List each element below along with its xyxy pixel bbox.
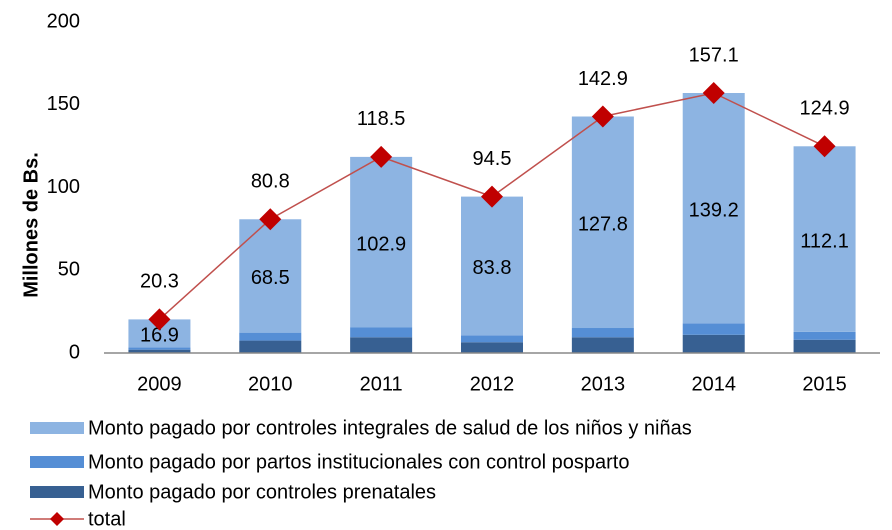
- bar-segment: [461, 335, 523, 343]
- legend-swatch: [30, 422, 84, 434]
- y-axis-label: Millones de Bs.: [20, 152, 42, 298]
- bar-segment: [350, 337, 413, 353]
- legend-marker: [50, 512, 64, 526]
- data-label: 112.1: [800, 230, 849, 252]
- bar-segment: [128, 347, 191, 350]
- total-marker: [259, 208, 282, 231]
- data-label: 139.2: [689, 199, 739, 221]
- x-tick-label: 2015: [802, 373, 847, 395]
- x-tick-label: 2009: [137, 373, 182, 395]
- data-label: 20.3: [140, 271, 179, 293]
- bar-segment: [793, 331, 856, 340]
- bar-segment: [682, 92, 745, 324]
- data-label: 94.5: [473, 148, 512, 170]
- data-label: 127.8: [578, 214, 628, 236]
- legend-swatch: [30, 486, 84, 498]
- legend-label: total: [88, 508, 126, 530]
- total-marker: [813, 135, 836, 158]
- total-marker: [370, 145, 393, 168]
- x-tick-label: 2013: [581, 373, 626, 395]
- bar-segment: [571, 337, 634, 353]
- legend-label: Monto pagado por controles prenatales: [88, 481, 436, 503]
- y-tick-label: 100: [47, 176, 80, 198]
- bar-segment: [239, 332, 302, 341]
- bar-segment: [350, 327, 413, 338]
- bar-segment: [128, 349, 191, 353]
- legend-label: Monto pagado por controles integrales de…: [88, 417, 692, 439]
- total-marker: [702, 81, 725, 104]
- bar-segment: [239, 340, 302, 353]
- total-marker: [148, 308, 171, 331]
- bar-segment: [682, 323, 745, 335]
- x-tick-label: 2011: [360, 373, 403, 395]
- bar-segment: [793, 339, 856, 353]
- x-tick-label: 2014: [691, 373, 736, 395]
- data-label: 157.1: [689, 44, 739, 66]
- bar-segment: [571, 116, 634, 329]
- data-label: 102.9: [356, 233, 406, 255]
- data-label: 118.5: [357, 108, 406, 130]
- bar-segment: [461, 342, 523, 353]
- bar-segment: [682, 334, 745, 353]
- legend-swatch: [30, 456, 84, 468]
- data-label: 80.8: [251, 171, 290, 193]
- data-label: 16.9: [140, 325, 179, 347]
- y-tick-label: 150: [47, 93, 80, 115]
- y-tick-label: 50: [58, 259, 80, 281]
- bar-segment: [350, 156, 413, 328]
- y-tick-label: 0: [69, 341, 80, 363]
- y-tick-label: 200: [47, 10, 80, 32]
- total-marker: [481, 185, 503, 208]
- total-marker: [591, 105, 614, 128]
- data-label: 124.9: [800, 98, 850, 120]
- data-label: 68.5: [251, 267, 290, 289]
- x-tick-label: 2012: [470, 373, 515, 395]
- bar-segment: [571, 328, 634, 338]
- legend-label: Monto pagado por partos institucionales …: [88, 451, 629, 473]
- data-label: 142.9: [578, 68, 628, 90]
- x-tick-label: 2010: [248, 373, 293, 395]
- bar-segment: [461, 196, 523, 336]
- bar-segment: [793, 146, 856, 332]
- data-label: 83.8: [473, 257, 512, 279]
